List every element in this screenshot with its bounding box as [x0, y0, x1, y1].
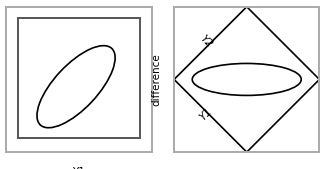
Ellipse shape	[37, 46, 115, 128]
Text: difference: difference	[152, 53, 162, 106]
Text: Y1: Y1	[72, 167, 86, 169]
FancyBboxPatch shape	[18, 18, 140, 138]
Text: Y1: Y1	[198, 106, 214, 123]
Text: Y2: Y2	[198, 33, 214, 50]
Ellipse shape	[192, 63, 301, 95]
Text: mean: mean	[232, 167, 262, 169]
